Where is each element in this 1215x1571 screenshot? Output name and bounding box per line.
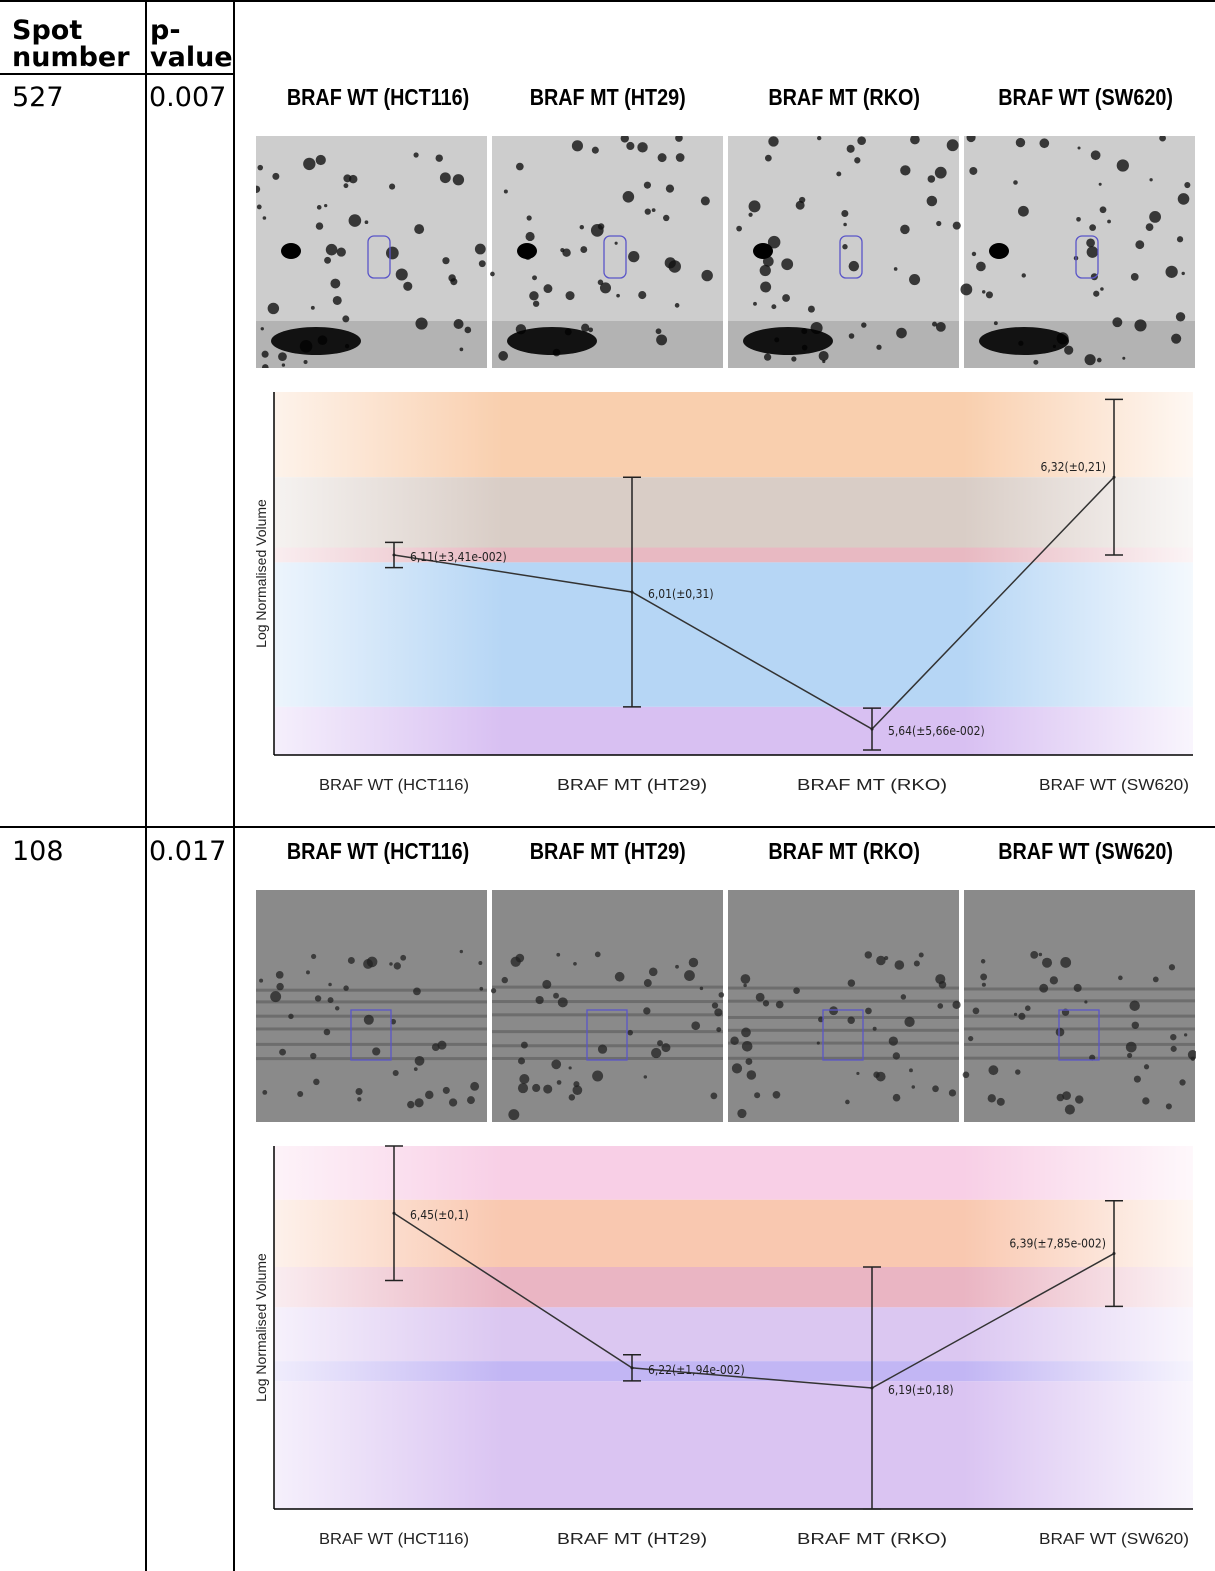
data-point	[392, 553, 396, 557]
data-label: 6,22(±1,94e-002)	[648, 1363, 745, 1377]
data-point	[630, 590, 634, 594]
x-tick-label: BRAF WT (HCT116)	[319, 1531, 469, 1548]
gel-image-strip	[256, 890, 1196, 1122]
series-line	[393, 1212, 1115, 1389]
chart-container: Log Normalised Volume 6,45(±0,1) 6,22(±1,9…	[236, 1134, 1211, 1571]
gel-image	[490, 136, 723, 368]
data-point	[870, 727, 874, 731]
figure-panel: BRAF WT (HCT116) BRAF MT (HT29) BRAF MT …	[236, 80, 1211, 820]
gel-image	[490, 890, 725, 1122]
gel-title: BRAF MT (HT29)	[529, 838, 686, 864]
gel-title: BRAF WT (SW620)	[998, 838, 1173, 864]
gel-title: BRAF WT (HCT116)	[286, 84, 470, 110]
data-label: 6,11(±3,41e-002)	[410, 550, 507, 564]
chart-container: Log Normalised Volume 6,11(±3,41e-002) 6,0…	[236, 380, 1211, 820]
gel-images	[256, 136, 1195, 368]
line-chart: Log Normalised Volume 6,45(±0,1) 6,22(±1,9…	[253, 1145, 1193, 1548]
data-label: 6,19(±0,18)	[888, 1383, 954, 1397]
figure-panel: BRAF WT (HCT116) BRAF MT (HT29) BRAF MT …	[236, 834, 1211, 1571]
table-top-rule	[0, 0, 1215, 2]
data-label: 6,45(±0,1)	[410, 1208, 469, 1222]
chart-band-fade	[274, 1146, 1193, 1509]
spot-number-cell: 108	[12, 836, 64, 867]
header-bottom-rule	[0, 73, 234, 75]
x-tick-label: BRAF WT (SW620)	[1039, 777, 1189, 794]
p-value-cell: 0.007	[149, 82, 227, 113]
gel-image	[728, 136, 961, 368]
column-rule-1	[145, 0, 147, 1571]
data-point	[630, 1366, 634, 1370]
x-tick-label: BRAF MT (HT29)	[557, 777, 707, 794]
gel-images	[256, 890, 1196, 1122]
x-tick-label: BRAF MT (HT29)	[557, 1531, 707, 1548]
y-axis-label: Log Normalised Volume	[253, 1253, 269, 1402]
x-tick-label: BRAF WT (HCT116)	[319, 777, 469, 794]
header-p-value: p- value	[150, 15, 233, 73]
header-spot-number: Spot number	[12, 15, 130, 73]
data-label: 6,32(±0,21)	[1040, 460, 1106, 474]
gel-image	[256, 890, 487, 1122]
gel-title: BRAF MT (RKO)	[768, 838, 920, 864]
gel-title: BRAF MT (HT29)	[529, 84, 686, 110]
data-point	[870, 1386, 874, 1390]
gel-title: BRAF WT (SW620)	[998, 84, 1173, 110]
line-chart: Log Normalised Volume 6,11(±3,41e-002) 6,0…	[253, 392, 1193, 794]
gel-image	[962, 890, 1196, 1122]
y-axis-label: Log Normalised Volume	[253, 499, 269, 648]
column-rule-2	[233, 0, 235, 1571]
gel-title: BRAF WT (HCT116)	[286, 838, 470, 864]
gel-image	[728, 890, 961, 1122]
chart-band-fade	[274, 392, 1193, 755]
data-label: 6,39(±7,85e-002)	[1009, 1237, 1106, 1251]
data-label: 5,64(±5,66e-002)	[888, 724, 985, 738]
x-tick-label: BRAF MT (RKO)	[797, 1531, 947, 1548]
series-line	[393, 476, 1115, 731]
gel-image	[256, 136, 487, 368]
gel-image-strip	[256, 136, 1196, 368]
x-tick-label: BRAF MT (RKO)	[797, 777, 947, 794]
data-point	[1112, 1252, 1116, 1256]
gel-title: BRAF MT (RKO)	[768, 84, 920, 110]
gel-title-row: BRAF WT (HCT116) BRAF MT (HT29) BRAF MT …	[236, 80, 1211, 120]
x-tick-label: BRAF WT (SW620)	[1039, 1531, 1189, 1548]
gel-image	[960, 136, 1195, 368]
gel-title-row: BRAF WT (HCT116) BRAF MT (HT29) BRAF MT …	[236, 834, 1211, 874]
data-point	[1112, 475, 1116, 479]
spot-number-cell: 527	[12, 82, 64, 113]
p-value-cell: 0.017	[149, 836, 227, 867]
data-label: 6,01(±0,31)	[648, 587, 714, 601]
data-point	[392, 1211, 396, 1215]
row-divider	[0, 826, 1215, 828]
